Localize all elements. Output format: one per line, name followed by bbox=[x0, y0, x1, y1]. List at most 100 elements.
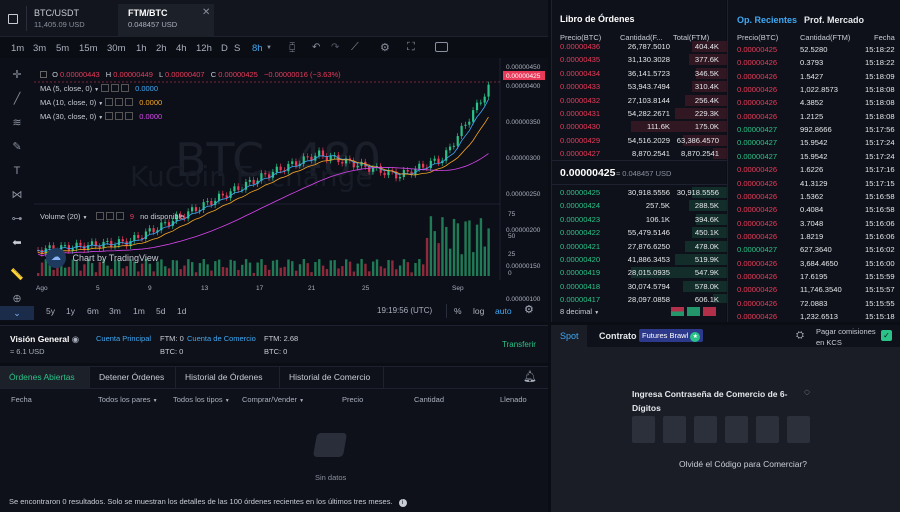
auto-toggle[interactable]: auto bbox=[495, 306, 512, 316]
trade-account-link[interactable]: Cuenta de Comercio bbox=[187, 334, 256, 343]
kcs-fee-checkbox[interactable]: ✓ bbox=[881, 330, 892, 341]
pin-digit-1[interactable] bbox=[632, 416, 655, 443]
timeframe-2h[interactable]: 2h bbox=[156, 43, 167, 54]
orderbook-row[interactable]: 0.00000432 27,103.8144 256.4K bbox=[552, 94, 727, 107]
timeframe-15m[interactable]: 15m bbox=[79, 43, 98, 54]
main-account-link[interactable]: Cuenta Principal bbox=[96, 334, 152, 343]
orders-tab[interactable]: Detener Órdenes bbox=[90, 367, 176, 388]
log-toggle[interactable]: log bbox=[473, 306, 485, 316]
fullscreen-icon[interactable]: ⛶ bbox=[407, 41, 415, 53]
tab-recent-trades[interactable]: Op. Recientes bbox=[737, 15, 798, 25]
timeframe-30m[interactable]: 30m bbox=[107, 43, 126, 54]
range-1y[interactable]: 1y bbox=[66, 306, 75, 316]
orderbook-row[interactable]: 0.00000431 54,282.2671 229.3K bbox=[552, 107, 727, 120]
camera-icon[interactable] bbox=[435, 42, 448, 52]
tab-market-depth[interactable]: Prof. Mercado bbox=[804, 15, 865, 25]
orderbook-row[interactable]: 0.00000429 54,516.2029 63,386.4570 bbox=[552, 134, 727, 147]
pin-digit-4[interactable] bbox=[725, 416, 748, 443]
settings-icon[interactable] bbox=[111, 84, 120, 92]
indicator-row[interactable]: MA (5, close, 0) ▼ 0.0000 bbox=[40, 84, 158, 93]
view-both-icon[interactable] bbox=[671, 307, 684, 316]
timeframe-S[interactable]: S bbox=[234, 43, 241, 54]
pin-digit-2[interactable] bbox=[663, 416, 686, 443]
settings-icon[interactable] bbox=[115, 98, 124, 106]
close-icon[interactable]: ✕ bbox=[202, 7, 211, 18]
transfer-button[interactable]: Transferir bbox=[502, 340, 536, 349]
orderbook-row[interactable]: 0.00000422 55,479.5146 450.1K bbox=[552, 226, 727, 239]
orderbook-row[interactable]: 0.00000425 30,918.5556 30,918.5556 bbox=[552, 186, 727, 199]
range-5d[interactable]: 5d bbox=[156, 306, 166, 316]
close-icon[interactable] bbox=[125, 112, 134, 120]
orderbook-row[interactable]: 0.00000423 106.1K 394.6K bbox=[552, 213, 727, 226]
arrow-left-icon[interactable]: ⬅ bbox=[12, 237, 22, 249]
trendline-icon[interactable]: ╱ bbox=[13, 93, 21, 105]
tab-spot[interactable]: Spot bbox=[551, 325, 587, 347]
redo-icon[interactable]: ↷ bbox=[331, 42, 340, 53]
close-icon[interactable] bbox=[121, 84, 130, 92]
range-3m[interactable]: 3m bbox=[109, 306, 121, 316]
settings-gear-icon[interactable]: ⚙ bbox=[380, 42, 390, 54]
orderbook-row[interactable]: 0.00000419 28,015.0935 547.9K bbox=[552, 266, 727, 279]
orderbook-row[interactable]: 0.00000424 257.5K 288.5K bbox=[552, 199, 727, 212]
orders-tab[interactable]: Historial de Comercio bbox=[280, 367, 384, 388]
view-bids-icon[interactable] bbox=[687, 307, 700, 316]
orders-tab[interactable]: Órdenes Abiertas bbox=[0, 367, 90, 388]
settings-icon[interactable] bbox=[105, 212, 114, 220]
timeframe-8h[interactable]: 8h bbox=[252, 43, 263, 54]
timeframe-1h[interactable]: 1h bbox=[136, 43, 147, 54]
candles-icon[interactable]: ⧮ bbox=[289, 42, 296, 53]
zoom-icon[interactable]: ⊕ bbox=[12, 293, 22, 305]
timeframe-4h[interactable]: 4h bbox=[176, 43, 187, 54]
layout-icon[interactable] bbox=[8, 14, 18, 24]
orderbook-row[interactable]: 0.00000430 111.6K 175.0K bbox=[552, 120, 727, 133]
chevron-down-icon[interactable]: ▼ bbox=[82, 215, 88, 221]
forgot-pin-link[interactable]: Olvidé el Código para Comerciar? bbox=[679, 459, 808, 469]
tab-btc-usdt[interactable]: BTC/USDT 11,405.09 USD bbox=[34, 8, 114, 29]
price-chart[interactable]: BTC, 480 KuCoin Exchange 0.00000450 0.00000… bbox=[0, 58, 548, 322]
filter-side[interactable]: Comprar/Vender ▼ bbox=[242, 395, 305, 404]
indicators-icon[interactable]: ⟋ bbox=[351, 41, 359, 53]
eye-icon[interactable] bbox=[101, 84, 110, 92]
bell-icon[interactable]: 🔔︎ bbox=[523, 371, 537, 383]
orderbook-row[interactable]: 0.00000421 27,876.6250 478.0K bbox=[552, 240, 727, 253]
orderbook-row[interactable]: 0.00000436 26,787.5010 404.4K bbox=[552, 40, 727, 53]
percent-toggle[interactable]: % bbox=[454, 306, 462, 316]
pin-digit-3[interactable] bbox=[694, 416, 717, 443]
timeframe-12h[interactable]: 12h bbox=[196, 43, 212, 54]
fib-icon[interactable]: ≋ bbox=[12, 117, 22, 129]
eye-off-icon[interactable]: ◌ bbox=[804, 387, 810, 398]
eye-icon[interactable] bbox=[105, 98, 114, 106]
range-6m[interactable]: 6m bbox=[87, 306, 99, 316]
ruler-icon[interactable]: 📏 bbox=[10, 269, 24, 281]
timeframe-5m[interactable]: 5m bbox=[56, 43, 70, 54]
orderbook-row[interactable]: 0.00000427 8,870.2541 8,870.2541 bbox=[552, 147, 727, 160]
tradingview-badge[interactable]: ☁ Chart by TradingView bbox=[46, 248, 158, 268]
volume-label[interactable]: Volume (20) bbox=[40, 212, 81, 221]
filter-pairs[interactable]: Todos los pares ▼ bbox=[98, 395, 158, 404]
text-tool-icon[interactable]: T bbox=[13, 165, 21, 177]
undo-icon[interactable]: ↶ bbox=[312, 42, 321, 53]
eye-icon[interactable]: ◉ bbox=[71, 334, 80, 344]
pattern-icon[interactable]: ⋈ bbox=[11, 189, 23, 201]
crosshair-icon[interactable]: ✛ bbox=[12, 69, 22, 81]
pin-digit-6[interactable] bbox=[787, 416, 810, 443]
view-asks-icon[interactable] bbox=[703, 307, 716, 316]
range-5y[interactable]: 5y bbox=[46, 306, 55, 316]
orderbook-row[interactable]: 0.00000435 31,130.3028 377.6K bbox=[552, 53, 727, 66]
timeframe-D[interactable]: D bbox=[221, 43, 228, 54]
decimal-selector[interactable]: 8 decimal ▼ bbox=[560, 307, 600, 316]
range-1m[interactable]: 1m bbox=[133, 306, 145, 316]
settings-icon[interactable] bbox=[115, 112, 124, 120]
indicator-row[interactable]: MA (30, close, 0) ▼ 0.0000 bbox=[40, 112, 162, 121]
indicator-row[interactable]: MA (10, close, 0) ▼ 0.0000 bbox=[40, 98, 162, 107]
info-icon[interactable]: i bbox=[398, 499, 407, 507]
measure-icon[interactable]: ⊶ bbox=[11, 213, 23, 225]
timeframe-3m[interactable]: 3m bbox=[33, 43, 47, 54]
eye-icon[interactable] bbox=[95, 212, 104, 220]
orderbook-row[interactable]: 0.00000434 36,141.5723 346.5K bbox=[552, 67, 727, 80]
orderbook-row[interactable]: 0.00000420 41,886.3453 519.9K bbox=[552, 253, 727, 266]
filter-types[interactable]: Todos los tipos ▼ bbox=[173, 395, 230, 404]
close-icon[interactable] bbox=[125, 98, 134, 106]
timeframe-1m[interactable]: 1m bbox=[11, 43, 25, 54]
orderbook-row[interactable]: 0.00000433 53,943.7494 310.4K bbox=[552, 80, 727, 93]
